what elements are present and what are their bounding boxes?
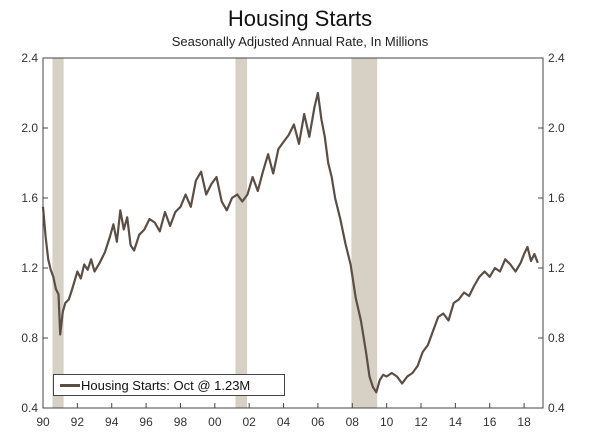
recession-bands bbox=[52, 58, 378, 408]
x-tick-label: 10 bbox=[380, 415, 394, 429]
x-tick-label: 00 bbox=[208, 415, 222, 429]
y-tick-label-right: 1.2 bbox=[548, 261, 565, 275]
x-tick-label: 98 bbox=[174, 415, 188, 429]
series-layer bbox=[41, 91, 539, 394]
x-tick-label: 92 bbox=[71, 415, 85, 429]
y-tick-label-left: 1.2 bbox=[21, 261, 38, 275]
y-tick-label-left: 0.8 bbox=[21, 331, 38, 345]
y-tick-label-right: 2.4 bbox=[548, 51, 565, 65]
x-tick-label: 06 bbox=[311, 415, 325, 429]
y-tick-label-left: 1.6 bbox=[21, 191, 38, 205]
y-tick-label-right: 2.0 bbox=[548, 121, 565, 135]
x-tick-label: 94 bbox=[105, 415, 119, 429]
x-tick-label: 08 bbox=[346, 415, 360, 429]
legend-swatch bbox=[60, 384, 80, 387]
recession-band bbox=[52, 58, 64, 408]
y-tick-label-left: 0.4 bbox=[21, 401, 38, 415]
x-tick-label: 04 bbox=[277, 415, 291, 429]
x-tick-label: 14 bbox=[449, 415, 463, 429]
y-tick-label-right: 0.4 bbox=[548, 401, 565, 415]
legend-label: Housing Starts: Oct @ 1.23M bbox=[81, 378, 251, 393]
series-line bbox=[41, 91, 539, 394]
chart-subtitle: Seasonally Adjusted Annual Rate, In Mill… bbox=[171, 34, 429, 49]
chart-title: Housing Starts bbox=[227, 6, 373, 31]
x-tick-label: 96 bbox=[139, 415, 153, 429]
y-tick-label-left: 2.4 bbox=[21, 51, 38, 65]
x-tick-label: 02 bbox=[243, 415, 257, 429]
x-tick-label: 90 bbox=[36, 415, 50, 429]
x-tick-label: 18 bbox=[517, 415, 531, 429]
y-tick-label-left: 2.0 bbox=[21, 121, 38, 135]
x-tick-label: 16 bbox=[483, 415, 497, 429]
recession-band bbox=[235, 58, 248, 408]
y-tick-label-right: 1.6 bbox=[548, 191, 565, 205]
x-tick-label: 12 bbox=[414, 415, 428, 429]
recession-band bbox=[351, 58, 378, 408]
plot-frame bbox=[42, 57, 544, 409]
legend: Housing Starts: Oct @ 1.23M bbox=[53, 374, 285, 396]
axes: 0.4 0.4 0.8 0.8 1.2 1.2 1.6 1.6 2.0 2.0 2.4 2.4 90 92… bbox=[21, 51, 565, 429]
y-tick-label-right: 0.8 bbox=[548, 331, 565, 345]
